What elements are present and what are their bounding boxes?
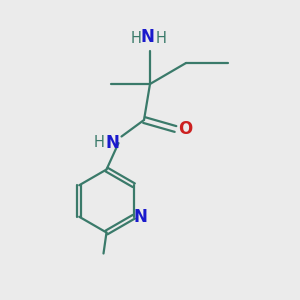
Text: H: H <box>130 31 141 46</box>
Text: H: H <box>156 31 167 46</box>
Text: N: N <box>134 208 147 226</box>
Text: N: N <box>141 28 154 46</box>
Text: H: H <box>94 135 104 150</box>
Text: N: N <box>106 134 119 152</box>
Text: O: O <box>178 120 192 138</box>
